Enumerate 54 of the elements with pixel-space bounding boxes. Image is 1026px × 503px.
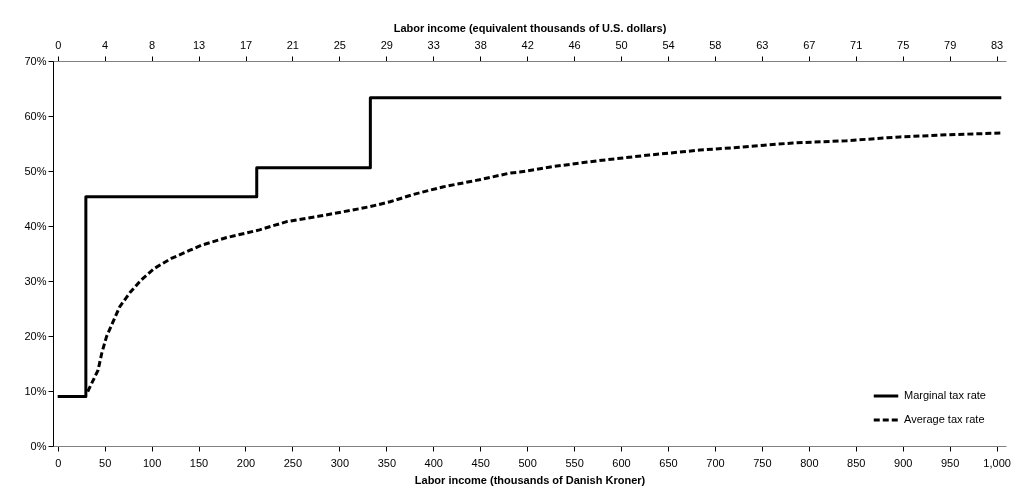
x2-tick-label: 33 <box>427 38 440 51</box>
x-tick-label: 450 <box>471 456 490 469</box>
legend-label: Marginal tax rate <box>904 389 986 401</box>
x-tick-label: 950 <box>940 456 960 469</box>
x2-tick-label: 38 <box>474 38 487 51</box>
x2-tick-label: 17 <box>239 38 253 51</box>
legend-label: Average tax rate <box>904 413 985 425</box>
x-tick-label: 400 <box>424 456 443 469</box>
x-tick-label: 650 <box>659 456 678 469</box>
x-tick-label: 900 <box>894 456 913 469</box>
y-tick-label: 0% <box>30 439 47 452</box>
y-tick-label: 40% <box>24 219 47 232</box>
x2-tick-label: 13 <box>192 38 206 51</box>
x2-tick-label: 67 <box>803 38 816 51</box>
x-tick-label: 1,000 <box>983 456 1011 469</box>
y-tick-label: 70% <box>24 54 47 67</box>
x-tick-label: 100 <box>142 456 162 469</box>
x2-axis-title: Labor income (equivalent thousands of U.S. dollars) <box>393 21 667 34</box>
x-tick-label: 200 <box>236 456 256 469</box>
x2-tick-label: 79 <box>944 38 957 51</box>
x-tick-label: 800 <box>800 456 819 469</box>
x-tick-label: 550 <box>565 456 584 469</box>
x2-tick-label: 54 <box>662 38 675 51</box>
x-tick-label: 850 <box>847 456 866 469</box>
x-tick-label: 700 <box>706 456 725 469</box>
y-tick-label: 50% <box>24 164 47 177</box>
x-tick-label: 750 <box>753 456 772 469</box>
y-tick-label: 20% <box>24 329 47 342</box>
x2-tick-label: 4 <box>102 38 109 51</box>
x-axis-title: Labor income (thousands of Danish Kroner) <box>414 473 646 486</box>
x-tick-label: 250 <box>283 456 303 469</box>
x2-tick-label: 50 <box>615 38 628 51</box>
x-tick-label: 300 <box>330 456 350 469</box>
x-tick-label: 50 <box>99 456 112 469</box>
x2-tick-label: 46 <box>568 38 581 51</box>
x2-tick-label: 83 <box>990 38 1004 51</box>
y-tick-label: 60% <box>24 109 47 122</box>
y-tick-label: 10% <box>24 384 47 397</box>
x-tick-label: 0 <box>55 456 62 469</box>
x2-tick-label: 42 <box>521 38 534 51</box>
x2-tick-label: 75 <box>897 38 910 51</box>
x2-tick-label: 63 <box>756 38 769 51</box>
y-tick-label: 30% <box>24 274 47 287</box>
x2-tick-label: 21 <box>286 38 299 51</box>
x2-tick-label: 58 <box>709 38 722 51</box>
x-tick-label: 500 <box>518 456 537 469</box>
x2-tick-label: 8 <box>149 38 156 51</box>
x-tick-label: 600 <box>612 456 631 469</box>
x2-tick-label: 0 <box>55 38 62 51</box>
x-tick-label: 150 <box>189 456 209 469</box>
x2-tick-label: 29 <box>380 38 393 51</box>
x-tick-label: 350 <box>377 456 396 469</box>
x2-tick-label: 71 <box>850 38 863 51</box>
x2-tick-label: 25 <box>333 38 346 51</box>
